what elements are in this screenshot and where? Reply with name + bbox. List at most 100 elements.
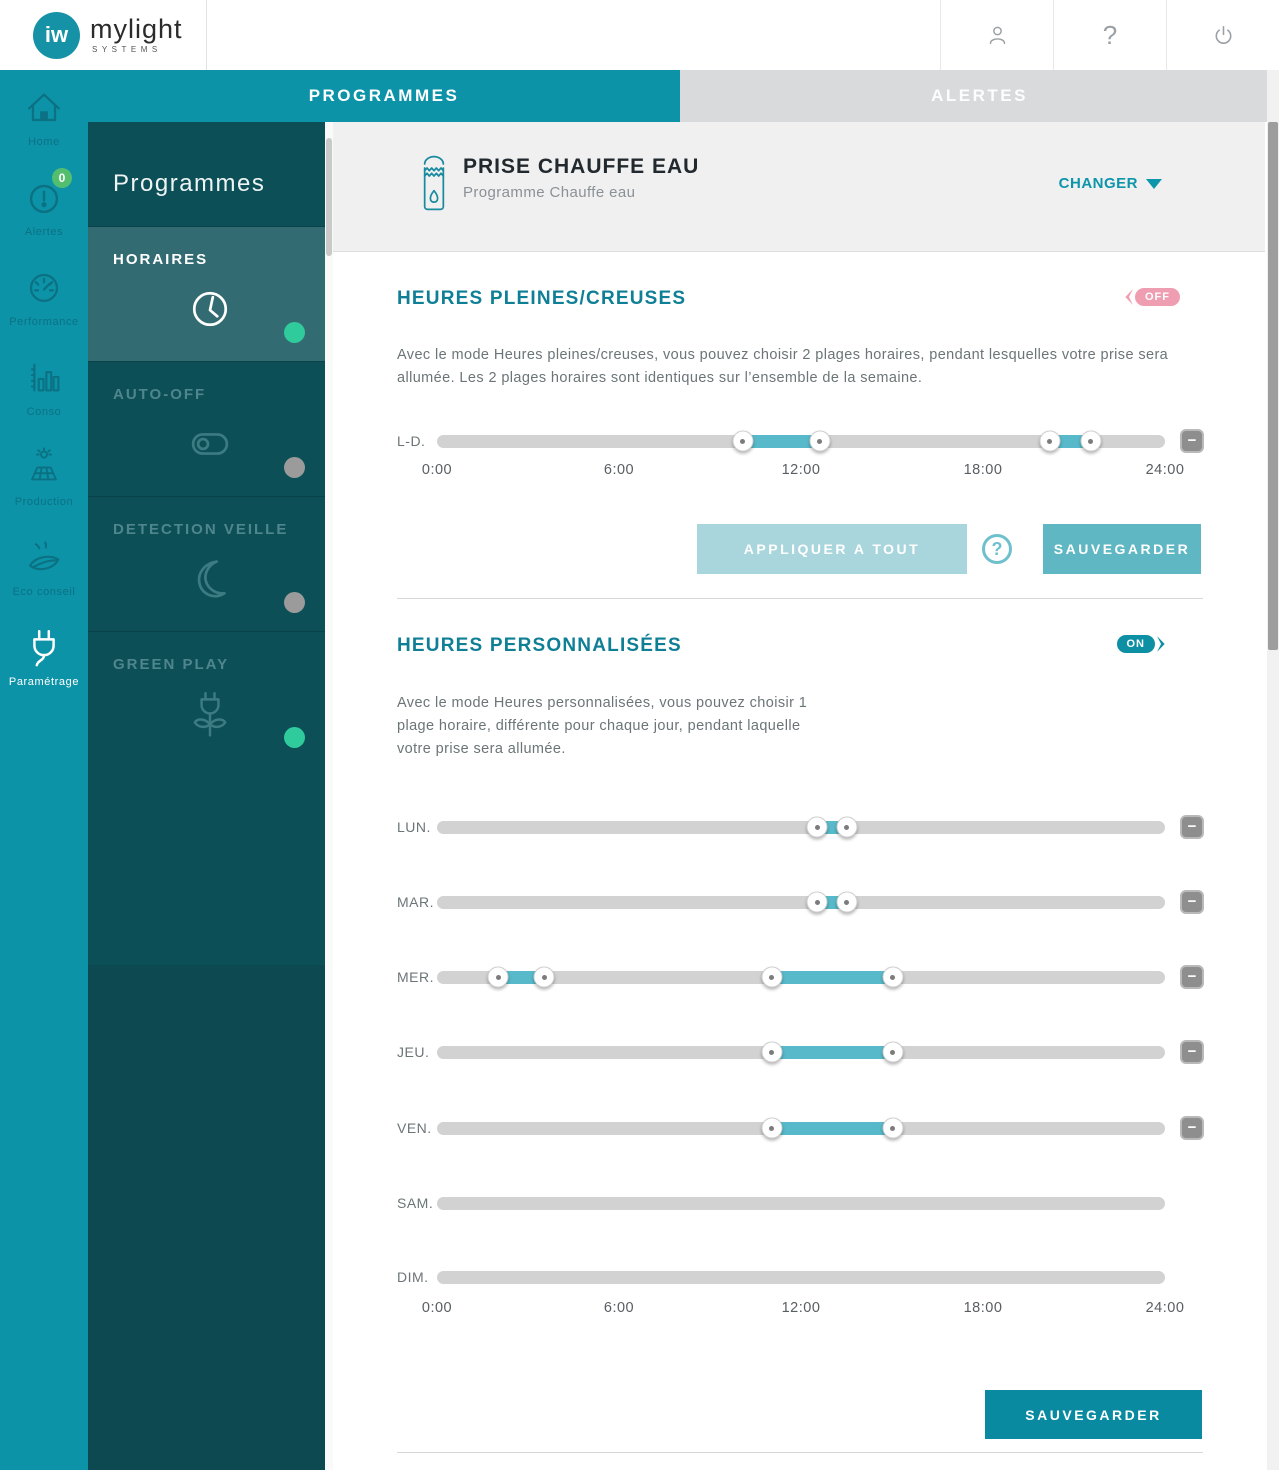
page-scrollbar-thumb[interactable] [1268,122,1278,650]
remove-range-button[interactable]: − [1180,1116,1204,1140]
range-start-handle[interactable] [761,1041,783,1063]
sidebar-item-alertes[interactable]: Alertes 0 [0,160,88,250]
sidebar-item-label: Performance [9,316,79,328]
range-end-handle[interactable] [836,816,858,838]
slider-track[interactable] [437,1270,1165,1284]
remove-range-button[interactable]: − [1180,1040,1204,1064]
schedule-slider-lun: LUN. − [397,815,1204,839]
user-icon[interactable] [940,0,1053,70]
sidebar-item-production[interactable]: Production [0,430,88,520]
sidebar-item-eco-conseil[interactable]: Eco conseil [0,520,88,610]
slider-day-label: L-D. [397,433,426,449]
divider [397,1452,1203,1453]
range-start-handle[interactable] [1039,430,1061,452]
slider-track[interactable] [437,430,1165,452]
device-subtitle: Programme Chauffe eau [463,184,636,201]
programmes-submenu: Programmes HORAIRES AUTO-OFF DETECTION V… [88,122,325,965]
section-hp-title: HEURES PLEINES/CREUSES [397,288,687,309]
slider-track[interactable] [437,966,1165,988]
active-range [771,1121,893,1135]
help-circle-icon[interactable]: ? [982,534,1012,564]
change-device-button[interactable]: CHANGER [1059,175,1162,192]
range-end-handle[interactable] [836,891,858,913]
sidebar-item-label: Production [14,496,74,508]
range-end-handle[interactable] [533,966,555,988]
slider-day-label: LUN. [397,819,431,835]
time-axis: 0:00 6:00 12:00 18:00 24:00 [422,462,1184,480]
axis-tick-label: 12:00 [781,462,821,478]
submenu-item-horaires[interactable]: HORAIRES [88,226,325,361]
submenu-item-label: GREEN PLAY [113,656,230,673]
range-start-handle[interactable] [732,430,754,452]
tab-alertes[interactable]: ALERTES [680,70,1279,122]
slider-track[interactable] [437,1117,1165,1139]
main-sidebar: Home Alertes 0 Performance Conso Producti… [0,70,88,1470]
submenu-item-detection-veille[interactable]: DETECTION VEILLE [88,496,325,631]
schedule-slider-sam: SAM. [397,1191,1204,1215]
range-start-handle[interactable] [487,966,509,988]
axis-tick-label: 18:00 [963,1300,1003,1316]
sidebar-item-conso[interactable]: Conso [0,340,88,430]
submenu-item-auto-off[interactable]: AUTO-OFF [88,361,325,496]
range-start-handle[interactable] [761,966,783,988]
submenu-item-green-play[interactable]: GREEN PLAY [88,631,325,766]
range-start-handle[interactable] [761,1117,783,1139]
remove-range-button[interactable]: − [1180,890,1204,914]
greenplay-icon [183,687,237,741]
divider [397,598,1203,599]
power-icon[interactable] [1166,0,1279,70]
axis-tick-label: 6:00 [603,462,635,478]
range-start-handle[interactable] [806,891,828,913]
brand-mark-icon: iw [33,11,80,59]
perso-save-button[interactable]: SAUVEGARDER [985,1390,1202,1439]
slider-track[interactable] [437,1041,1165,1063]
slider-day-label: MAR. [397,894,434,910]
range-start-handle[interactable] [806,816,828,838]
alert-icon [21,174,67,225]
slider-track[interactable] [437,1196,1165,1210]
section-hp-description: Avec le mode Heures pleines/creuses, vou… [397,347,1169,387]
range-end-handle[interactable] [882,1117,904,1139]
status-dot [284,322,305,343]
active-range [771,970,893,984]
hp-status-badge[interactable]: OFF [1124,288,1180,306]
slider-day-label: JEU. [397,1044,430,1060]
remove-range-button[interactable]: − [1180,965,1204,989]
perso-status-badge[interactable]: ON [1116,635,1167,653]
schedule-slider-mar: MAR. − [397,890,1204,914]
device-header: PRISE CHAUFFE EAU Programme Chauffe eau … [333,122,1265,252]
sidebar-item-home[interactable]: Home [0,70,88,160]
badge-ribbon-icon [1125,289,1133,305]
help-icon[interactable]: ? [1053,0,1166,70]
remove-range-button[interactable]: − [1180,815,1204,839]
remove-range-button[interactable]: − [1180,429,1204,453]
slider-track[interactable] [437,891,1165,913]
apply-all-button[interactable]: APPLIQUER A TOUT [697,524,967,574]
range-end-handle[interactable] [882,1041,904,1063]
slider-track[interactable] [437,816,1165,838]
sidebar-item-param-trage[interactable]: Paramétrage [0,610,88,700]
slider-day-label: SAM. [397,1195,434,1211]
page-scrollbar[interactable] [1267,70,1279,1470]
sidebar-item-label: Conso [26,406,62,418]
slider-day-label: VEN. [397,1120,432,1136]
submenu-title: Programmes [113,170,266,197]
sidebar-item-label: Home [28,136,60,148]
range-end-handle[interactable] [809,430,831,452]
range-end-handle[interactable] [1080,430,1102,452]
slider-day-label: MER. [397,969,434,985]
range-end-handle[interactable] [882,966,904,988]
chevron-down-icon [1146,178,1162,189]
inner-scrollbar[interactable] [325,122,333,1470]
leaf-icon [21,534,67,585]
schedule-slider-ld: L-D. − [397,429,1204,453]
status-dot [284,727,305,748]
sidebar-item-label: Eco conseil [12,586,76,598]
hp-save-button[interactable]: SAUVEGARDER [1043,524,1201,574]
axis-tick-label: 0:00 [421,462,453,478]
tab-programmes[interactable]: PROGRAMMES [88,70,680,122]
water-heater-icon [418,155,450,218]
sidebar-item-performance[interactable]: Performance [0,250,88,340]
bars-icon [21,354,67,405]
schedule-slider-dim: DIM. [397,1265,1204,1289]
